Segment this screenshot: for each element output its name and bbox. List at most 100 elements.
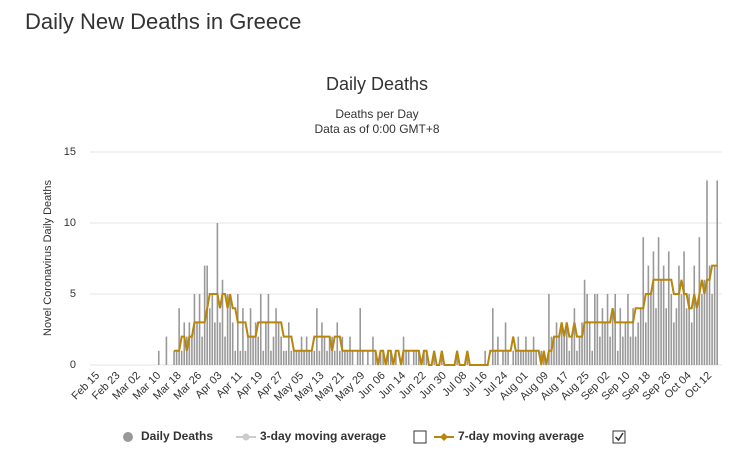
bar: [690, 322, 693, 365]
bar: [412, 350, 415, 365]
bar: [594, 294, 596, 365]
bar: [180, 350, 183, 365]
bar: [318, 350, 321, 365]
bar: [219, 322, 221, 365]
bar: [660, 279, 662, 365]
chart-subtitle: Data as of 0:00 GMT+8: [314, 122, 439, 136]
checkbox[interactable]: [413, 430, 427, 444]
bar: [193, 294, 196, 365]
bar: [504, 322, 507, 365]
chart-title: Daily Deaths: [326, 74, 428, 94]
bar: [652, 251, 655, 365]
bar: [619, 308, 622, 365]
bar: [157, 350, 160, 365]
legend-label: Daily Deaths: [141, 429, 213, 443]
y-tick-label: 0: [70, 359, 76, 371]
bar: [711, 294, 713, 365]
bar: [224, 336, 226, 365]
bar: [425, 350, 428, 365]
bar: [208, 308, 211, 365]
bar: [581, 322, 583, 365]
bar: [259, 294, 262, 365]
legend-marker: [440, 433, 448, 441]
bar: [558, 336, 560, 365]
bar: [310, 350, 313, 365]
bar: [685, 308, 688, 365]
bar: [270, 350, 272, 365]
bar: [606, 294, 609, 365]
bar: [272, 336, 275, 365]
bar: [553, 336, 555, 365]
bar: [655, 308, 657, 365]
bar: [234, 350, 237, 365]
bar: [173, 350, 175, 365]
bar: [527, 350, 530, 365]
bar: [708, 265, 711, 365]
bar: [351, 350, 354, 365]
bar: [693, 265, 696, 365]
bar: [698, 237, 701, 365]
bar: [282, 350, 285, 365]
bar: [632, 308, 634, 365]
bar: [642, 237, 645, 365]
bar: [382, 350, 384, 365]
bar: [578, 336, 581, 365]
bar: [333, 350, 336, 365]
bar: [178, 308, 180, 365]
bar: [535, 350, 537, 365]
bar: [466, 350, 469, 365]
bar: [211, 294, 214, 365]
bar: [229, 294, 231, 365]
bar: [313, 350, 316, 365]
bar: [706, 180, 708, 365]
bar: [601, 308, 604, 365]
bar: [645, 322, 647, 365]
page-title: Daily New Deaths in Greece: [25, 9, 301, 34]
bar: [609, 336, 611, 365]
bar: [683, 251, 685, 365]
bar: [221, 279, 224, 365]
bar: [586, 294, 588, 365]
bar: [188, 322, 191, 365]
bar: [514, 350, 517, 365]
bar: [565, 322, 568, 365]
bar: [650, 294, 652, 365]
bar: [502, 350, 504, 365]
bar: [239, 350, 242, 365]
bar: [543, 350, 545, 365]
checkbox[interactable]: [612, 430, 626, 444]
bar: [346, 350, 349, 365]
bar: [616, 350, 619, 365]
bar: [165, 336, 168, 365]
bar: [395, 350, 397, 365]
bar: [624, 322, 627, 365]
bar: [242, 308, 244, 365]
bar: [280, 336, 282, 365]
bar: [356, 350, 359, 365]
bar: [254, 322, 257, 365]
bar: [418, 350, 420, 365]
bar: [571, 336, 573, 365]
bar: [275, 308, 277, 365]
bar: [560, 322, 563, 365]
legend: Daily Deaths 3-day moving average 7-day mo…: [123, 429, 626, 444]
bar: [336, 322, 339, 365]
bar: [673, 322, 675, 365]
bar: [191, 336, 193, 365]
bar: [701, 294, 703, 365]
bar: [361, 350, 364, 365]
y-tick-label: 10: [64, 217, 76, 229]
bar: [540, 350, 543, 365]
bar: [231, 322, 234, 365]
bar: [657, 237, 660, 365]
bar: [295, 350, 298, 365]
bar: [614, 294, 616, 365]
bar: [298, 350, 300, 365]
bar: [328, 336, 331, 365]
bar: [665, 308, 667, 365]
bar: [520, 350, 522, 365]
bar: [201, 336, 203, 365]
bar: [265, 322, 267, 365]
bar: [713, 265, 716, 365]
bar: [247, 336, 249, 365]
